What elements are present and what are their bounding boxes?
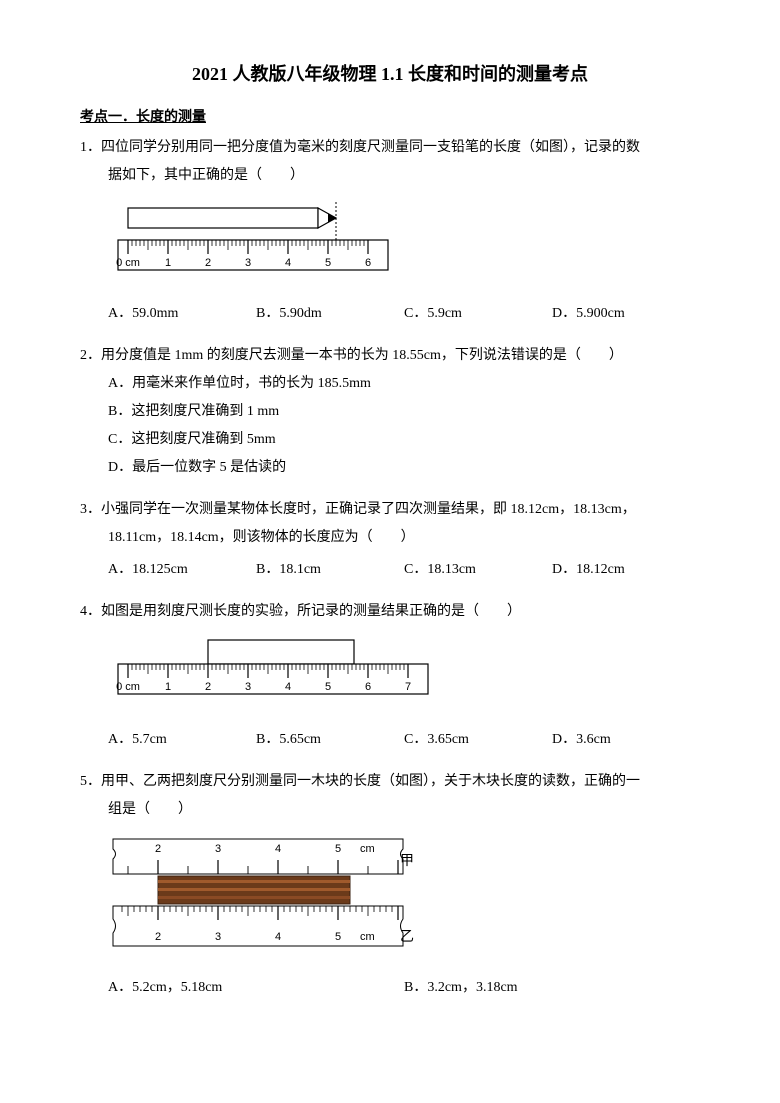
question-5: 5．用甲、乙两把刻度尺分别测量同一木块的长度（如图），关于木块长度的读数，正确的…	[80, 768, 700, 1002]
q4-optC: C．3.65cm	[404, 726, 552, 754]
svg-text:2: 2	[205, 257, 211, 269]
q3-line2: 18.11cm，18.14cm，则该物体的长度应为（ ）	[80, 524, 700, 552]
svg-text:3: 3	[215, 843, 221, 855]
question-4: 4．如图是用刻度尺测长度的实验，所记录的测量结果正确的是（ ） 0 cm 1 2 3 4…	[80, 598, 700, 754]
svg-text:3: 3	[245, 681, 251, 693]
svg-text:4: 4	[285, 257, 291, 269]
q5-optB: B．3.2cm，3.18cm	[404, 974, 700, 1002]
q5-label-jia: 甲	[400, 848, 414, 876]
q2-optC: C．这把刻度尺准确到 5mm	[108, 426, 700, 454]
svg-text:3: 3	[245, 257, 251, 269]
q3-optC: C．18.13cm	[404, 556, 552, 584]
svg-text:1: 1	[165, 681, 171, 693]
question-1: 1．四位同学分别用同一把分度值为毫米的刻度尺测量同一支铅笔的长度（如图），记录的…	[80, 134, 700, 328]
q3-optB: B．18.1cm	[256, 556, 404, 584]
svg-text:7: 7	[405, 681, 411, 693]
q4-ruler-svg: 0 cm 1 2 3 4 5 6 7	[108, 636, 448, 716]
q1-ruler-svg: 0 cm 1 2 3 4 5 6	[108, 200, 408, 290]
svg-text:0 cm: 0 cm	[116, 257, 140, 269]
svg-text:6: 6	[365, 681, 371, 693]
svg-text:5: 5	[335, 843, 341, 855]
q1-optD: D．5.900cm	[552, 300, 700, 328]
svg-text:4: 4	[275, 931, 281, 943]
q5-svg: 2 3 4 5 cm 2 3 4 5 cm	[108, 834, 418, 964]
svg-text:1: 1	[165, 257, 171, 269]
section-header: 考点一．长度的测量	[80, 106, 700, 126]
q2-optB: B．这把刻度尺准确到 1 mm	[108, 398, 700, 426]
q4-figure: 0 cm 1 2 3 4 5 6 7	[80, 636, 700, 716]
q5-label-yi: 乙	[400, 924, 414, 952]
q4-line1: 4．如图是用刻度尺测长度的实验，所记录的测量结果正确的是（ ）	[80, 598, 700, 626]
q1-line2: 据如下，其中正确的是（ ）	[80, 162, 700, 190]
svg-text:5: 5	[325, 257, 331, 269]
q3-options: A．18.125cm B．18.1cm C．18.13cm D．18.12cm	[80, 556, 700, 584]
question-3: 3．小强同学在一次测量某物体长度时，正确记录了四次测量结果，即 18.12cm，…	[80, 496, 700, 584]
question-2: 2．用分度值是 1mm 的刻度尺去测量一本书的长为 18.55cm，下列说法错误…	[80, 342, 700, 482]
q4-optA: A．5.7cm	[108, 726, 256, 754]
q4-optB: B．5.65cm	[256, 726, 404, 754]
q3-line1: 3．小强同学在一次测量某物体长度时，正确记录了四次测量结果，即 18.12cm，…	[80, 496, 700, 524]
q1-line1: 1．四位同学分别用同一把分度值为毫米的刻度尺测量同一支铅笔的长度（如图），记录的…	[80, 134, 700, 162]
q2-optA: A．用毫米来作单位时，书的长为 185.5mm	[108, 370, 700, 398]
svg-text:2: 2	[205, 681, 211, 693]
q5-line1: 5．用甲、乙两把刻度尺分别测量同一木块的长度（如图），关于木块长度的读数，正确的…	[80, 768, 700, 796]
page-title: 2021 人教版八年级物理 1.1 长度和时间的测量考点	[80, 60, 700, 86]
q5-line2: 组是（ ）	[80, 796, 700, 824]
q3-optD: D．18.12cm	[552, 556, 700, 584]
svg-text:cm: cm	[360, 843, 375, 855]
q3-optA: A．18.125cm	[108, 556, 256, 584]
q5-figure: 甲 乙 2 3 4 5 cm 2 3 4 5 cm	[80, 834, 700, 964]
q1-optA: A．59.0mm	[108, 300, 256, 328]
q2-options: A．用毫米来作单位时，书的长为 185.5mm B．这把刻度尺准确到 1 mm …	[80, 370, 700, 482]
svg-text:5: 5	[335, 931, 341, 943]
svg-text:2: 2	[155, 843, 161, 855]
svg-text:3: 3	[215, 931, 221, 943]
q1-figure: 0 cm 1 2 3 4 5 6	[80, 200, 700, 290]
svg-text:6: 6	[365, 257, 371, 269]
svg-text:5: 5	[325, 681, 331, 693]
svg-text:4: 4	[275, 843, 281, 855]
q1-optB: B．5.90dm	[256, 300, 404, 328]
svg-text:0 cm: 0 cm	[116, 681, 140, 693]
q2-optD: D．最后一位数字 5 是估读的	[108, 454, 700, 482]
q1-options: A．59.0mm B．5.90dm C．5.9cm D．5.900cm	[80, 300, 700, 328]
q5-options: A．5.2cm，5.18cm B．3.2cm，3.18cm	[80, 974, 700, 1002]
svg-text:cm: cm	[360, 931, 375, 943]
q5-optA: A．5.2cm，5.18cm	[108, 974, 404, 1002]
svg-text:2: 2	[155, 931, 161, 943]
svg-text:4: 4	[285, 681, 291, 693]
q4-options: A．5.7cm B．5.65cm C．3.65cm D．3.6cm	[80, 726, 700, 754]
q4-optD: D．3.6cm	[552, 726, 700, 754]
q1-optC: C．5.9cm	[404, 300, 552, 328]
q2-line1: 2．用分度值是 1mm 的刻度尺去测量一本书的长为 18.55cm，下列说法错误…	[80, 342, 700, 370]
